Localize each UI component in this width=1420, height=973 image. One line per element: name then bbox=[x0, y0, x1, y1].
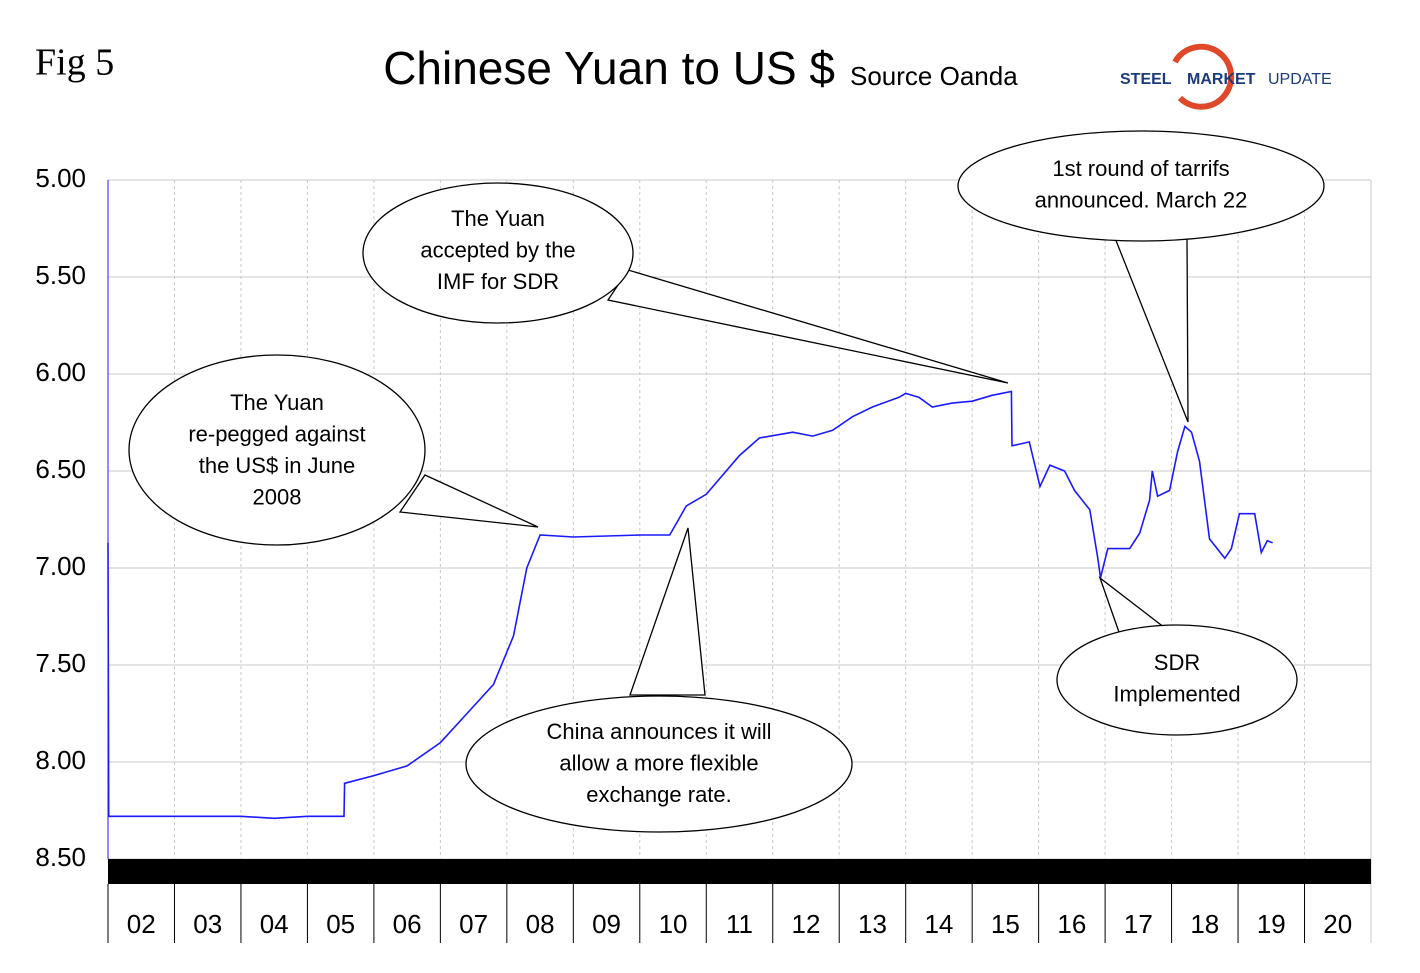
logo-text: MARKET bbox=[1187, 71, 1256, 88]
callout: SDR Implemented bbox=[1056, 576, 1298, 736]
x-tick-label: 05 bbox=[326, 909, 355, 939]
annotation-text: 1st round of tarrifs bbox=[1052, 156, 1229, 181]
y-tick-label: 8.00 bbox=[35, 745, 86, 775]
axis-band bbox=[108, 859, 1371, 884]
annotation-text: 2008 bbox=[253, 484, 302, 509]
x-tick-label: 19 bbox=[1257, 909, 1286, 939]
annotation-text: announced. March 22 bbox=[1035, 187, 1248, 212]
annotation-text: Implemented bbox=[1113, 681, 1240, 706]
x-tick-label: 18 bbox=[1190, 909, 1219, 939]
annotation-text: re-pegged against bbox=[188, 421, 365, 446]
x-tick-label: 03 bbox=[193, 909, 222, 939]
x-tick-label: 16 bbox=[1057, 909, 1086, 939]
y-tick-label: 7.50 bbox=[35, 648, 86, 678]
chart-title: Chinese Yuan to US $ bbox=[383, 42, 835, 94]
annotation-text: exchange rate. bbox=[586, 782, 732, 807]
annotation-text: the US$ in June bbox=[199, 453, 356, 478]
x-tick-label: 12 bbox=[792, 909, 821, 939]
x-tick-label: 20 bbox=[1323, 909, 1352, 939]
callout: China announces it will allow a more flex… bbox=[465, 527, 853, 833]
callout-bubble bbox=[465, 695, 853, 833]
annotation-text: The Yuan bbox=[451, 206, 545, 231]
y-tick-label: 5.00 bbox=[35, 163, 86, 193]
y-tick-label: 6.50 bbox=[35, 454, 86, 484]
callout: 1st round of tarrifs announced. March 22 bbox=[957, 130, 1325, 423]
callout-bubble bbox=[1056, 624, 1298, 736]
x-tick-label: 08 bbox=[526, 909, 555, 939]
annotation-text: accepted by the bbox=[420, 237, 575, 262]
logo-text: UPDATE bbox=[1268, 71, 1332, 88]
x-tick-label: 11 bbox=[726, 909, 753, 939]
callout-bubble bbox=[362, 182, 634, 324]
y-tick-label: 6.00 bbox=[35, 357, 86, 387]
y-tick-label: 5.50 bbox=[35, 260, 86, 290]
annotation-text: allow a more flexible bbox=[559, 750, 758, 775]
annotation-text: IMF for SDR bbox=[437, 269, 559, 294]
x-tick-label: 14 bbox=[924, 909, 953, 939]
callout-bubble bbox=[957, 130, 1325, 242]
callout-pointer bbox=[606, 269, 1009, 384]
x-tick-label: 10 bbox=[659, 909, 688, 939]
callout-pointer bbox=[1114, 237, 1189, 423]
callout: The Yuan accepted by the IMF for SDR bbox=[362, 182, 1009, 384]
x-tick-label: 07 bbox=[459, 909, 488, 939]
annotation-text: China announces it will bbox=[546, 719, 771, 744]
annotation-text: The Yuan bbox=[230, 390, 324, 415]
logo-text: STEEL bbox=[1120, 71, 1172, 88]
annotation-text: SDR bbox=[1154, 650, 1200, 675]
callout: The Yuan re-pegged against the US$ in June… bbox=[128, 354, 539, 546]
x-tick-label: 17 bbox=[1124, 909, 1153, 939]
logo-swoosh bbox=[1172, 43, 1235, 110]
callout-bubble bbox=[128, 354, 426, 546]
y-tick-label: 8.50 bbox=[35, 842, 86, 872]
chart-subtitle: Source Oanda bbox=[850, 61, 1018, 91]
callout-pointer bbox=[629, 527, 706, 696]
logo: STEEL MARKET UPDATE bbox=[1120, 43, 1332, 110]
x-tick-label: 09 bbox=[592, 909, 621, 939]
callout-pointer bbox=[398, 474, 539, 528]
x-tick-label: 06 bbox=[393, 909, 422, 939]
figure-label: Fig 5 bbox=[35, 42, 114, 84]
x-tick-label: 04 bbox=[260, 909, 289, 939]
data-line bbox=[107, 390, 1273, 820]
x-tick-label: 15 bbox=[991, 909, 1020, 939]
x-tick-label: 02 bbox=[127, 909, 156, 939]
x-tick-label: 13 bbox=[858, 909, 887, 939]
y-tick-label: 7.00 bbox=[35, 551, 86, 581]
